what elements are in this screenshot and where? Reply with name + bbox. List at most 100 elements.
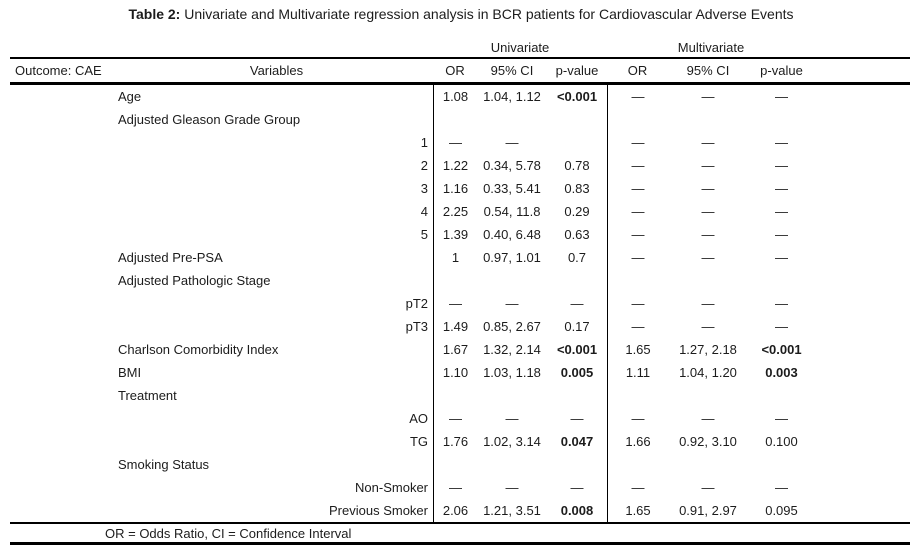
cell-uni-p: <0.001 — [547, 342, 607, 357]
cell-uni-p: 0.17 — [547, 319, 607, 334]
header-uni-or: OR — [433, 63, 477, 78]
table-row: Adjusted Pre-PSA10.97, 1.010.7——— — [10, 246, 910, 269]
cell-multi-ci: — — [668, 319, 748, 334]
cell-uni-or — [433, 453, 477, 476]
table-body: Age1.081.04, 1.12<0.001———Adjusted Gleas… — [10, 85, 910, 522]
cell-multi-or: — — [607, 476, 668, 499]
page: { "title": { "prefix": "Table 2:", "text… — [0, 0, 922, 559]
cell-uni-or — [433, 269, 477, 292]
table-row: Adjusted Gleason Grade Group — [10, 108, 910, 131]
cell-multi-or: — — [607, 292, 668, 315]
header-uni-ci: 95% CI — [477, 63, 547, 78]
cell-uni-ci: — — [477, 411, 547, 426]
table-row: 1————— — [10, 131, 910, 154]
group-header-row: Univariate Multivariate — [10, 37, 910, 59]
variable-level-label: 2 — [10, 158, 433, 173]
table-row: TG1.761.02, 3.140.0471.660.92, 3.100.100 — [10, 430, 910, 453]
cell-uni-or: 1.16 — [433, 177, 477, 200]
variable-level-label: Previous Smoker — [10, 503, 433, 518]
variable-level-label: 1 — [10, 135, 433, 150]
cell-uni-ci: 1.32, 2.14 — [477, 342, 547, 357]
cell-uni-ci: 0.33, 5.41 — [477, 181, 547, 196]
variable-level-label: Non-Smoker — [10, 480, 433, 495]
cell-uni-ci: — — [477, 480, 547, 495]
cell-multi-or: 1.65 — [607, 338, 668, 361]
variable-level-label: pT2 — [10, 296, 433, 311]
table-row: Adjusted Pathologic Stage — [10, 269, 910, 292]
cell-multi-ci: 0.91, 2.97 — [668, 503, 748, 518]
variable-level-label: TG — [10, 434, 433, 449]
cell-multi-p: 0.003 — [748, 365, 815, 380]
cell-uni-ci: 0.85, 2.67 — [477, 319, 547, 334]
cell-multi-p: — — [748, 158, 815, 173]
group-header-multivariate: Multivariate — [607, 40, 815, 55]
cell-multi-ci: — — [668, 411, 748, 426]
cell-uni-ci: — — [477, 135, 547, 150]
cell-multi-or — [607, 384, 668, 407]
cell-uni-ci: 1.04, 1.12 — [477, 89, 547, 104]
cell-uni-p: 0.83 — [547, 181, 607, 196]
table-row: 31.160.33, 5.410.83——— — [10, 177, 910, 200]
header-multi-ci: 95% CI — [668, 63, 748, 78]
cell-multi-or — [607, 453, 668, 476]
cell-multi-p: <0.001 — [748, 342, 815, 357]
cell-uni-p: — — [547, 480, 607, 495]
cell-multi-or: — — [607, 246, 668, 269]
cell-multi-ci: — — [668, 227, 748, 242]
cell-multi-p: — — [748, 204, 815, 219]
cell-uni-ci: — — [477, 296, 547, 311]
variable-name-label: Charlson Comorbidity Index — [10, 342, 433, 357]
cell-multi-or: 1.66 — [607, 430, 668, 453]
table-row: Non-Smoker—————— — [10, 476, 910, 499]
cell-uni-p: 0.005 — [547, 365, 607, 380]
cell-multi-or: — — [607, 200, 668, 223]
cell-multi-ci: — — [668, 158, 748, 173]
cell-uni-p: — — [547, 296, 607, 311]
cell-uni-or: 2.25 — [433, 200, 477, 223]
cell-multi-or: — — [607, 154, 668, 177]
cell-uni-ci: 0.34, 5.78 — [477, 158, 547, 173]
variable-level-label: 3 — [10, 181, 433, 196]
table-caption-label: Table 2: — [128, 6, 180, 22]
cell-uni-or: 1.22 — [433, 154, 477, 177]
cell-multi-ci: — — [668, 135, 748, 150]
table-row: Previous Smoker2.061.21, 3.510.0081.650.… — [10, 499, 910, 522]
variable-name-label: Adjusted Gleason Grade Group — [10, 112, 433, 127]
cell-uni-ci: 0.54, 11.8 — [477, 204, 547, 219]
cell-multi-p: — — [748, 411, 815, 426]
cell-uni-or: 1 — [433, 246, 477, 269]
cell-multi-ci: 1.04, 1.20 — [668, 365, 748, 380]
cell-uni-p: 0.29 — [547, 204, 607, 219]
footnote-row: OR = Odds Ratio, CI = Confidence Interva… — [10, 522, 910, 545]
variable-name-label: BMI — [10, 365, 433, 380]
variable-level-label: 5 — [10, 227, 433, 242]
cell-uni-p: 0.7 — [547, 250, 607, 265]
cell-multi-ci: — — [668, 181, 748, 196]
cell-multi-or: — — [607, 315, 668, 338]
footnote-text: OR = Odds Ratio, CI = Confidence Interva… — [10, 526, 910, 541]
cell-uni-p: 0.78 — [547, 158, 607, 173]
cell-multi-p: — — [748, 181, 815, 196]
header-uni-p: p-value — [547, 63, 607, 78]
cell-multi-or: 1.11 — [607, 361, 668, 384]
cell-uni-or: 1.67 — [433, 338, 477, 361]
cell-uni-ci: 1.21, 3.51 — [477, 503, 547, 518]
cell-multi-p: — — [748, 89, 815, 104]
variable-level-label: pT3 — [10, 319, 433, 334]
variable-level-label: AO — [10, 411, 433, 426]
cell-multi-ci: — — [668, 204, 748, 219]
table-row: BMI1.101.03, 1.180.0051.111.04, 1.200.00… — [10, 361, 910, 384]
cell-multi-p: 0.095 — [748, 503, 815, 518]
cell-uni-ci: 1.02, 3.14 — [477, 434, 547, 449]
variable-name-label: Smoking Status — [10, 457, 433, 472]
table-row: 21.220.34, 5.780.78——— — [10, 154, 910, 177]
table-row: Smoking Status — [10, 453, 910, 476]
cell-multi-ci: 0.92, 3.10 — [668, 434, 748, 449]
cell-uni-or: — — [433, 131, 477, 154]
cell-multi-p: — — [748, 480, 815, 495]
cell-multi-or: — — [607, 223, 668, 246]
table-row: Age1.081.04, 1.12<0.001——— — [10, 85, 910, 108]
cell-multi-or: — — [607, 85, 668, 108]
table-row: pT2—————— — [10, 292, 910, 315]
table-row: AO—————— — [10, 407, 910, 430]
